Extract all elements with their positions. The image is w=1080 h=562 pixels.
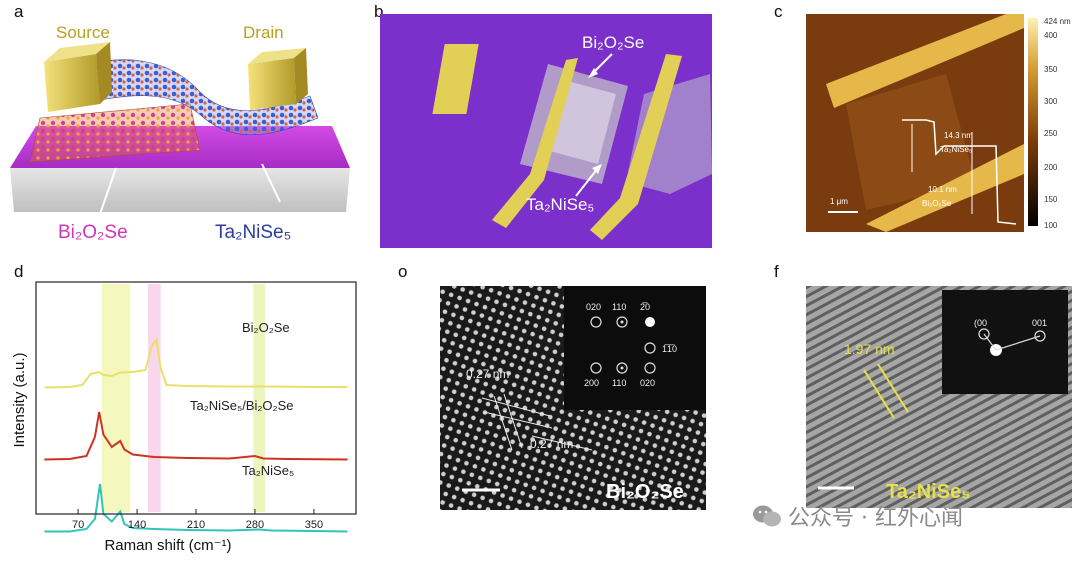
ta2nise5-flake — [59, 59, 319, 136]
afm-bi2o2se-region — [846, 74, 976, 210]
panel-label-d: d — [14, 262, 24, 281]
svg-text:14.3 nm: 14.3 nm — [944, 131, 973, 140]
series-label-heterostructure: Ta₂NiSe₅/Bi₂O₂Se — [190, 398, 293, 413]
svg-text:020: 020 — [586, 302, 601, 312]
raman-x-tick-label-3: 280 — [246, 519, 264, 531]
raman-xlabel: Raman shift (cm⁻¹) — [104, 537, 231, 554]
afm-scale-label: 1 μm — [830, 197, 848, 206]
panel-label-b: b — [374, 2, 384, 21]
lattice-spacing-f: 1.97 nm — [844, 341, 895, 357]
panel-b-optical-image: Bi₂O₂Se Ta₂NiSe₅ — [380, 14, 712, 248]
raman-series-line-0 — [44, 337, 348, 389]
drain-label: Drain — [243, 23, 284, 42]
svg-text:250: 250 — [1044, 129, 1058, 138]
ta2nise5-pointer — [261, 163, 281, 203]
left-electrode — [492, 58, 578, 228]
panel-a-device-schematic: Source Drain Bi₂O₂Se Ta₂NiSe₅ — [0, 0, 360, 260]
svg-text:110: 110 — [612, 302, 626, 312]
svg-text:350: 350 — [1044, 65, 1058, 74]
svg-text:424 nm: 424 nm — [1044, 17, 1071, 26]
raman-x-tick-label-0: 70 — [72, 519, 84, 531]
hrtem-material-label-f: Ta₂NiSe₅ — [886, 481, 970, 503]
panel-e-hrtem-bi2o2se: 020 110 2̅0 1̅1̅0 200 110 020 0.27 nm 0.… — [440, 286, 706, 510]
bi2o2se-flake — [29, 103, 201, 163]
svg-text:200: 200 — [1044, 163, 1058, 172]
ta2nise5-label: Ta₂NiSe₅ — [215, 222, 291, 243]
afm-colorbar — [1028, 18, 1038, 226]
wechat-icon — [753, 505, 781, 527]
saed-inset-ta2nise5 — [942, 290, 1068, 394]
svg-text:110: 110 — [612, 378, 626, 388]
drain-electrode — [248, 58, 296, 110]
raman-x-tick-label-4: 350 — [305, 519, 323, 531]
raman-highlight-band-2 — [253, 284, 266, 512]
hrtem-bi2o2se-image: 020 110 2̅0 1̅1̅0 200 110 020 0.27 nm 0.… — [440, 286, 706, 510]
raman-series-line-1 — [44, 411, 348, 461]
raman-x-tick-label-2: 210 — [187, 519, 205, 531]
panel-d-raman-chart: 70 140 210 280 350 Bi₂O₂Se Ta₂NiSe₅/Bi₂O₂Se … — [0, 270, 370, 557]
afm-top-electrode — [826, 14, 1024, 108]
substrate-side — [10, 168, 350, 212]
panel-label-f: f — [774, 262, 779, 281]
panel-label-c: c — [774, 2, 783, 21]
raman-x-tick-label-1: 140 — [128, 519, 146, 531]
watermark: 公众号 · 红外心闻 — [752, 500, 963, 532]
raman-series-line-2 — [44, 483, 348, 533]
svg-text:10.1 nm: 10.1 nm — [928, 185, 957, 194]
svg-text:1̅1̅0: 1̅1̅0 — [662, 344, 677, 354]
series-label-bi2o2se: Bi₂O₂Se — [242, 320, 290, 335]
afm-height-map: 14.3 nm Ta₂NiSe₅ 10.1 nm Bi₂O₂Se 1 μm 42… — [806, 14, 1071, 232]
svg-text:150: 150 — [1044, 195, 1058, 204]
device-schematic-drawing: Source Drain Bi₂O₂Se Ta₂NiSe₅ — [10, 23, 350, 243]
svg-text:100: 100 — [1044, 221, 1058, 230]
watermark-text: 公众号 · 红外心闻 — [788, 506, 963, 531]
svg-text:2̅0: 2̅0 — [640, 302, 650, 312]
svg-text:Ta₂NiSe₅: Ta₂NiSe₅ — [940, 145, 972, 154]
source-electrode — [44, 54, 100, 112]
right-electrode — [590, 54, 682, 240]
svg-text:020: 020 — [640, 378, 655, 388]
raman-highlight-band-0 — [101, 284, 131, 512]
raman-highlight-band-1 — [148, 284, 161, 512]
optical-micrograph: Bi₂O₂Se Ta₂NiSe₅ — [380, 14, 712, 248]
bi2o2se-label: Bi₂O₂Se — [58, 222, 128, 243]
hrtem-ta2nise5-image: (00 001 1.97 nm Ta₂NiSe₅ — [806, 286, 1072, 508]
panel-f-hrtem-ta2nise5: (00 001 1.97 nm Ta₂NiSe₅ — [806, 286, 1072, 508]
lattice-spacing-1: 0.27 nm — [466, 367, 509, 381]
panel-c-afm-image: 14.3 nm Ta₂NiSe₅ 10.1 nm Bi₂O₂Se 1 μm 42… — [806, 14, 1080, 234]
svg-text:Bi₂O₂Se: Bi₂O₂Se — [922, 199, 952, 208]
series-label-ta2nise5: Ta₂NiSe₅ — [242, 463, 294, 478]
afm-bottom-electrode — [866, 144, 1024, 232]
svg-text:300: 300 — [1044, 97, 1058, 106]
hrtem-material-label-e: Bi₂O₂Se — [606, 481, 684, 503]
raman-spectra-chart: 70 140 210 280 350 Bi₂O₂Se Ta₂NiSe₅/Bi₂O₂Se … — [11, 281, 357, 554]
svg-text:001: 001 — [1032, 318, 1047, 328]
svg-text:200: 200 — [584, 378, 599, 388]
lattice-spacing-2: 0.27 nm — [530, 437, 573, 451]
raman-ylabel: Intensity (a.u.) — [11, 352, 28, 447]
bi2o2se-pointer — [99, 167, 117, 215]
source-label: Source — [56, 23, 110, 42]
svg-text:400: 400 — [1044, 31, 1058, 40]
panel-label-e: o — [398, 262, 408, 281]
optical-bi2o2se-label: Bi₂O₂Se — [582, 33, 644, 52]
svg-text:(00: (00 — [974, 318, 987, 328]
saed-inset-bi2o2se — [564, 286, 706, 410]
panel-label-a: a — [14, 2, 24, 21]
optical-ta2nise5-label: Ta₂NiSe₅ — [526, 195, 594, 214]
afm-height-profile — [902, 119, 1017, 225]
